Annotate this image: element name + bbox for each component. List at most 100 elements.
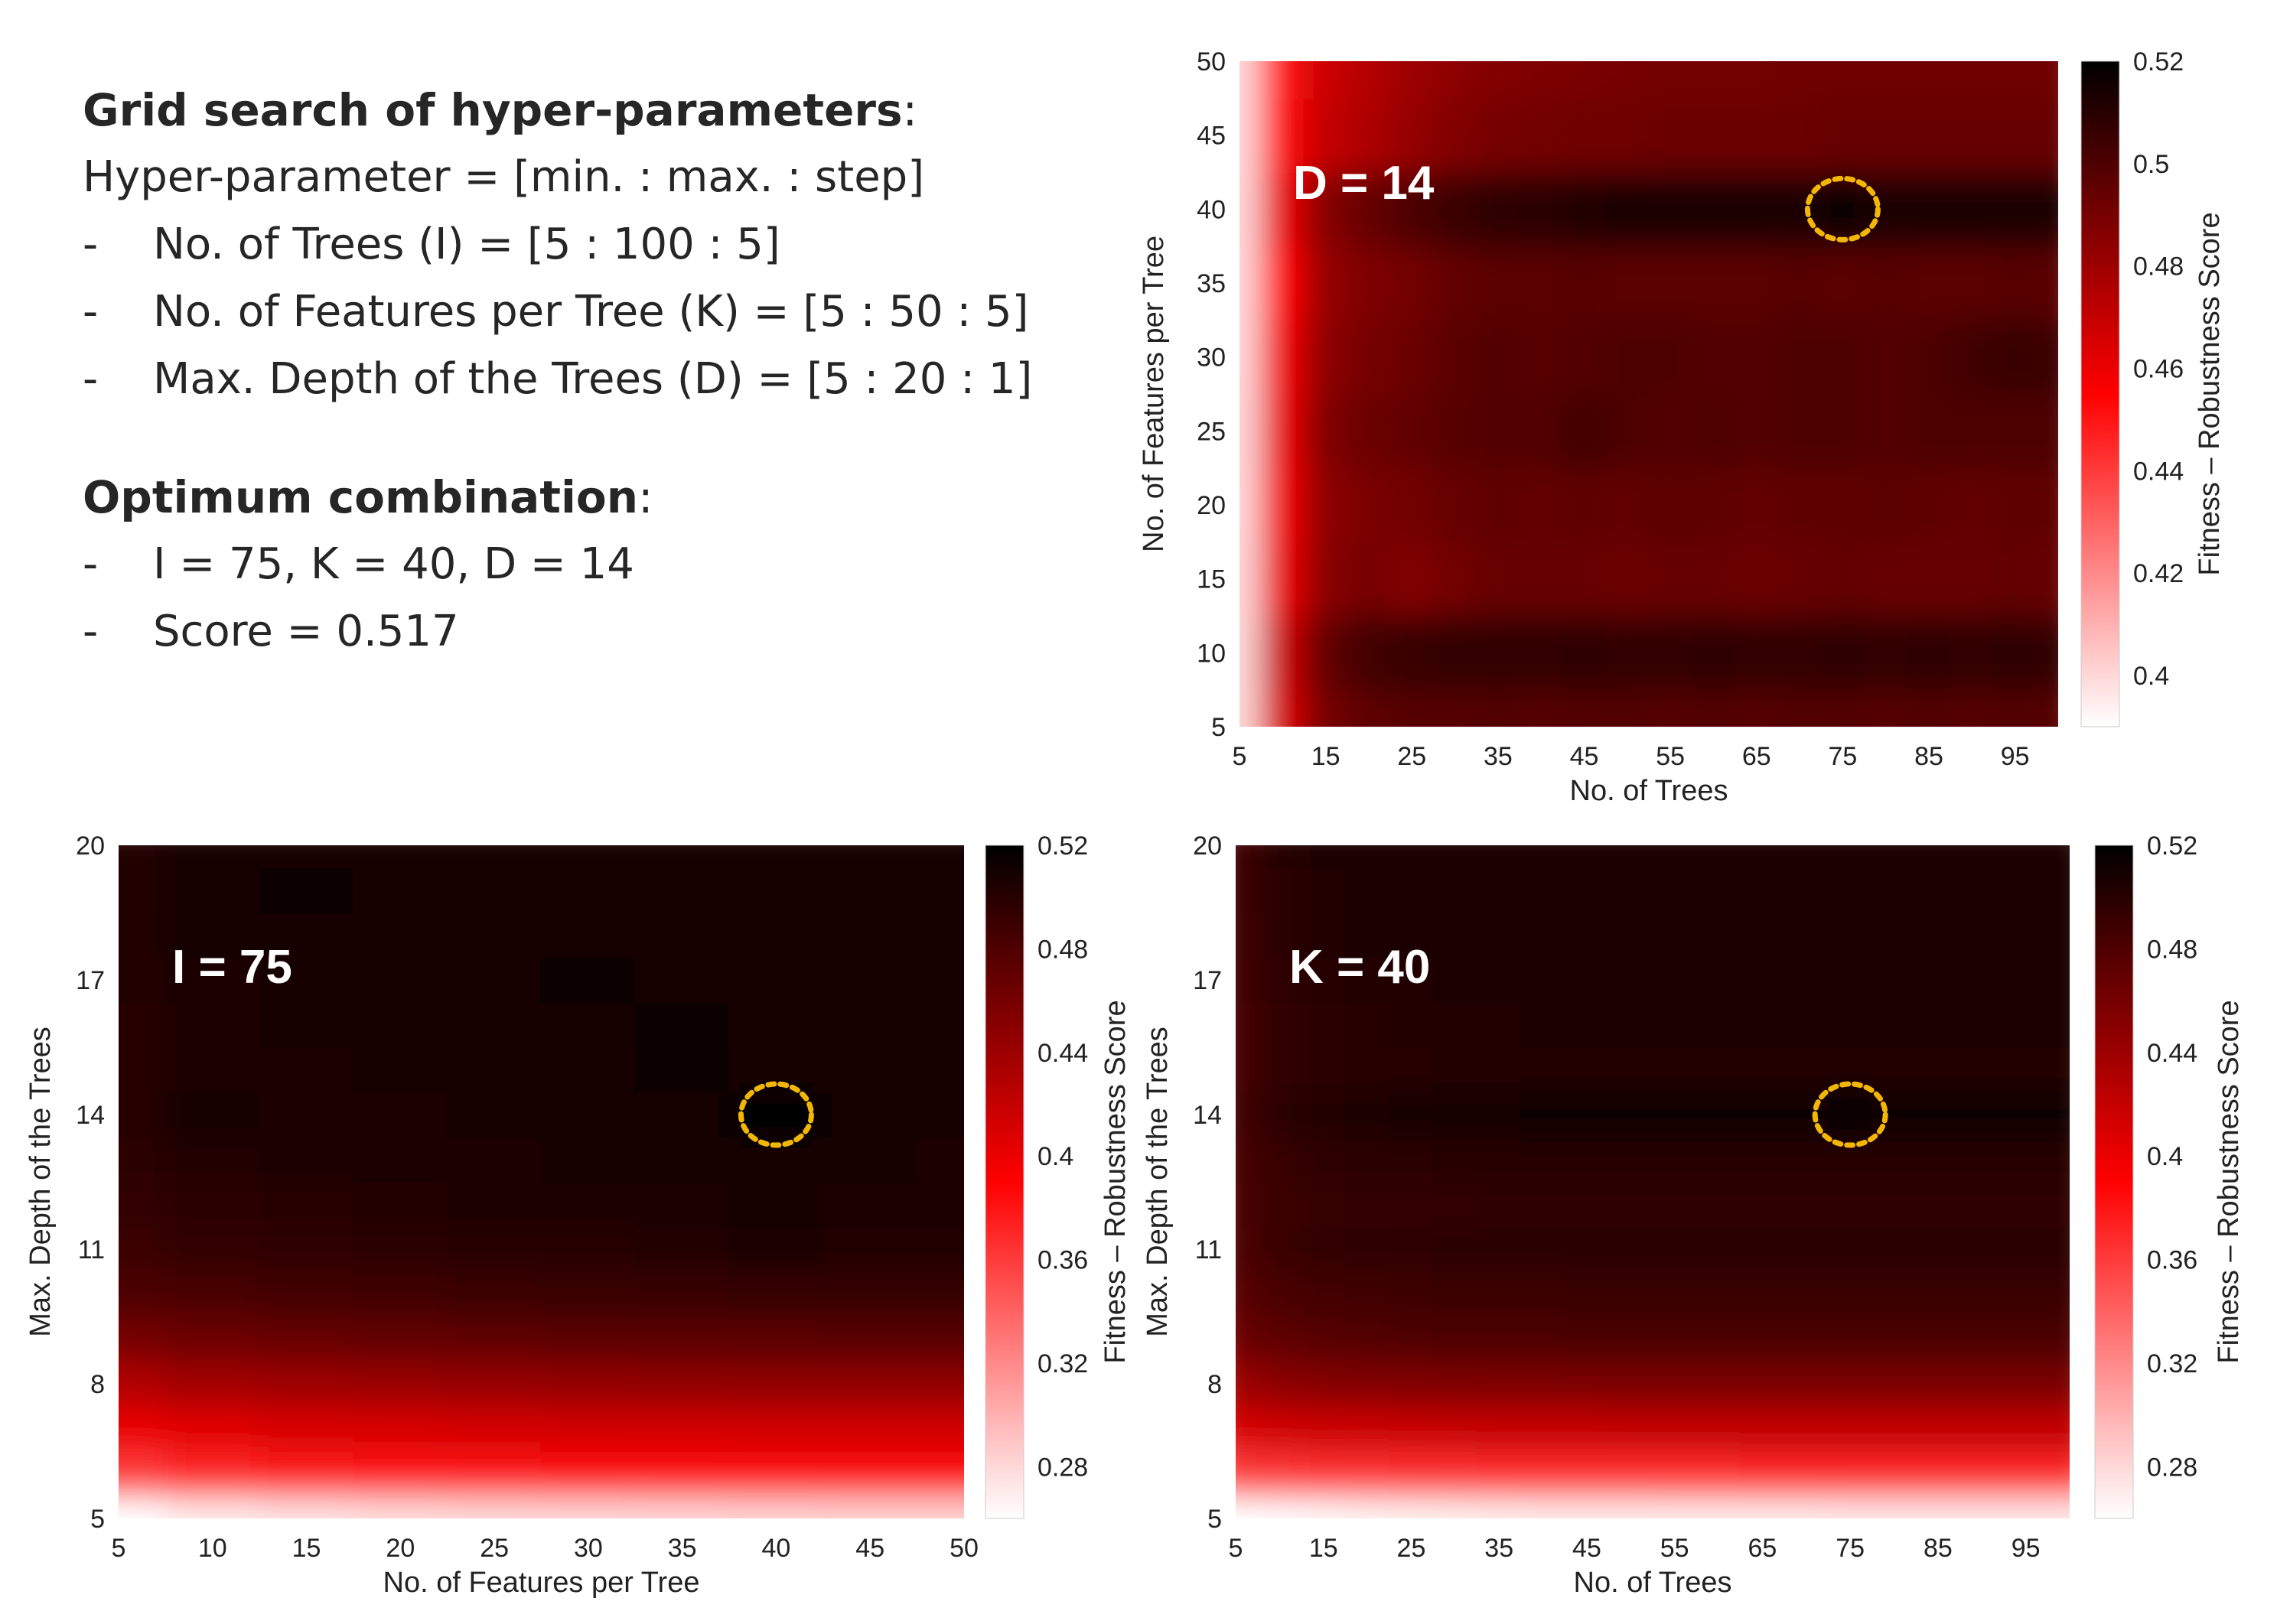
heatmap-cell xyxy=(1992,97,2038,173)
heatmap-cell xyxy=(2047,1495,2070,1518)
x-tick-label: 45 xyxy=(1570,742,1599,771)
heatmap-cell xyxy=(1432,1001,1478,1048)
heatmap-cell xyxy=(1432,1181,1478,1228)
heatmap-cell xyxy=(1827,1181,1873,1228)
heatmap-cell xyxy=(1906,171,1952,247)
heatmap-cell xyxy=(1652,1136,1698,1183)
heatmap-cell xyxy=(1739,912,1786,958)
heatmap-cell xyxy=(1564,1181,1610,1228)
heatmap-cell xyxy=(446,1405,542,1452)
heatmap-cell xyxy=(1604,97,1650,173)
heatmap-cell xyxy=(1388,845,1435,869)
colorbar xyxy=(2080,60,2120,727)
heatmap-cell xyxy=(728,1225,824,1273)
colorbar-label: Fitness – Robustness Score xyxy=(2194,212,2226,575)
heatmap-cell xyxy=(1344,1495,1390,1518)
heatmap-cell xyxy=(165,1181,261,1228)
optimum-colon: : xyxy=(638,471,653,523)
heatmap-cell xyxy=(1301,1046,1347,1093)
heatmap-cell xyxy=(1871,1001,1917,1048)
heatmap-cell xyxy=(1520,1360,1566,1408)
heatmap-cell xyxy=(2002,1001,2049,1048)
heatmap-cell xyxy=(540,867,637,913)
heatmap-cell xyxy=(1432,615,1477,691)
heatmap-cell xyxy=(1301,845,1347,869)
heatmap-cell xyxy=(1303,61,1348,99)
heatmap-cell xyxy=(1906,467,1952,543)
heatmap-cell xyxy=(1564,1136,1610,1183)
heatmap-cell xyxy=(728,1046,824,1093)
heatmap-cell xyxy=(1520,1316,1566,1362)
heatmap-cell xyxy=(1739,1271,1786,1317)
heatmap-cell xyxy=(1519,467,1564,543)
heatmap-cell xyxy=(1260,319,1305,395)
heatmap-cell xyxy=(916,867,964,913)
heatmap-cell xyxy=(1906,393,1952,469)
heatmap-cell xyxy=(1346,61,1392,99)
heatmap-cell xyxy=(1344,1091,1390,1138)
heatmap-cell xyxy=(1959,1091,2005,1138)
heatmap-cell xyxy=(916,1136,964,1183)
heatmap-cell xyxy=(1301,1316,1347,1362)
heatmap-cell xyxy=(540,1225,637,1273)
heatmap-cell xyxy=(1520,1271,1566,1317)
heatmap-cell xyxy=(1564,1360,1610,1408)
heatmap-cell xyxy=(259,1495,354,1518)
heatmap-cell xyxy=(1432,171,1477,247)
heatmap-cell xyxy=(1652,1316,1698,1362)
heatmap-cell xyxy=(1950,245,1995,321)
heatmap-cell xyxy=(119,1360,167,1408)
colorbar xyxy=(985,845,1024,1519)
heatmap-cell xyxy=(2047,912,2070,958)
heatmap-cell xyxy=(1608,1360,1653,1408)
heatmap-cell xyxy=(1346,393,1392,469)
heatmap-cell xyxy=(1388,867,1435,913)
x-tick-label: 25 xyxy=(1397,1534,1426,1563)
heatmap-cell xyxy=(1820,541,1865,617)
heatmap-cell xyxy=(1739,1091,1786,1138)
heatmap-cell xyxy=(165,867,261,913)
heatmap-cell xyxy=(634,1495,731,1518)
heatmap-cell xyxy=(1389,467,1435,543)
heatmap-cell xyxy=(1820,319,1865,395)
heatmap-cell xyxy=(1303,467,1348,543)
heatmap-cell xyxy=(1906,688,1952,727)
heatmap-cell xyxy=(1344,1405,1390,1452)
heatmap-cell xyxy=(1520,867,1566,913)
y-tick-label: 14 xyxy=(1193,1101,1222,1130)
heatmap-cell xyxy=(1432,245,1477,321)
heatmap-cell xyxy=(1301,1495,1347,1518)
heatmap-cell xyxy=(1520,1181,1566,1228)
heatmap-cell xyxy=(1476,1136,1522,1183)
heatmap-cell xyxy=(2035,541,2058,617)
heatmap-cell xyxy=(1652,1181,1698,1228)
heatmap-cell xyxy=(728,912,824,958)
heatmap-cell xyxy=(1820,393,1865,469)
heatmap-cell xyxy=(1476,1181,1522,1228)
heatmap-cell xyxy=(1950,171,1995,247)
heatmap-cell xyxy=(1432,1405,1478,1452)
heatmap-cell xyxy=(1871,1495,1917,1518)
heatmap-cell xyxy=(1906,61,1952,99)
heatmap-cell xyxy=(540,1271,637,1317)
x-tick-label: 15 xyxy=(292,1534,321,1563)
heatmap-cell xyxy=(1256,1091,1303,1138)
heatmap-cell xyxy=(1959,1046,2005,1093)
heatmap-cell xyxy=(1388,1046,1435,1093)
x-tick-label: 15 xyxy=(1311,742,1340,771)
heatmap-cell xyxy=(1256,1001,1303,1048)
heatmap-cell xyxy=(2047,845,2070,869)
heatmap-cell xyxy=(1827,1450,1873,1497)
heatmap-cell xyxy=(2035,467,2058,543)
heatmap-area xyxy=(1239,61,2058,727)
heatmap-cell xyxy=(1475,171,1521,247)
heatmap-cell xyxy=(119,912,167,958)
heatmap-cell xyxy=(1648,97,1693,173)
heatmap-cell xyxy=(1303,97,1348,173)
heatmap-cell xyxy=(1950,393,1995,469)
heatmap-cell xyxy=(259,1091,354,1138)
heatmap-cell xyxy=(1562,688,1607,727)
text-panel: Grid search of hyper-parameters: Hyper-p… xyxy=(83,76,1077,666)
heatmap-cell xyxy=(1236,1091,1259,1138)
heatmap-cell xyxy=(1236,1181,1259,1228)
